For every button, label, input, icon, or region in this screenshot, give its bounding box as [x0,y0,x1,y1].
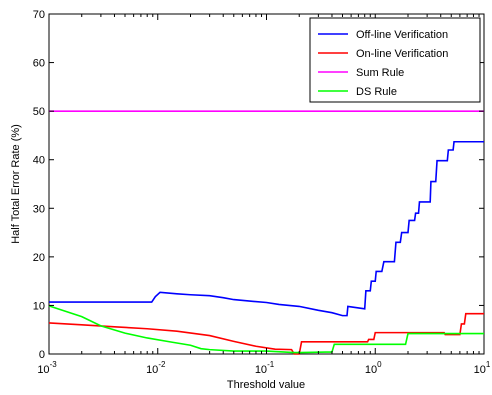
y-tick-label: 30 [33,203,45,215]
legend-label-off-line-verification: Off-line Verification [356,29,448,41]
x-tick-label: 101 [474,360,491,376]
series-line-off-line-verification [49,140,484,317]
y-tick-label: 10 [33,300,45,312]
x-tick-label: 100 [365,360,382,376]
x-tick-label: 10-2 [146,360,166,376]
y-tick-label: 60 [33,58,45,70]
series-line-on-line-verification [48,312,484,355]
y-tick-label: 70 [33,9,45,21]
y-tick-label: 50 [33,106,45,118]
legend: Off-line Verification On-line Verificatio… [309,17,481,103]
y-tick-label: 20 [33,252,45,264]
legend-label-sum-rule: Sum Rule [356,67,404,79]
x-axis-title: Threshold value [227,379,305,391]
x-tick-label: 10-1 [255,360,275,376]
legend-label-on-line-verification: On-line Verification [356,48,448,60]
y-axis-title: Half Total Error Rate (%) [10,124,22,244]
y-tick-label: 40 [33,155,45,167]
x-tick-label: 10-3 [37,360,57,376]
legend-box [309,17,481,103]
legend-label-ds-rule: DS Rule [356,86,397,98]
y-tick-label: 0 [39,349,45,361]
